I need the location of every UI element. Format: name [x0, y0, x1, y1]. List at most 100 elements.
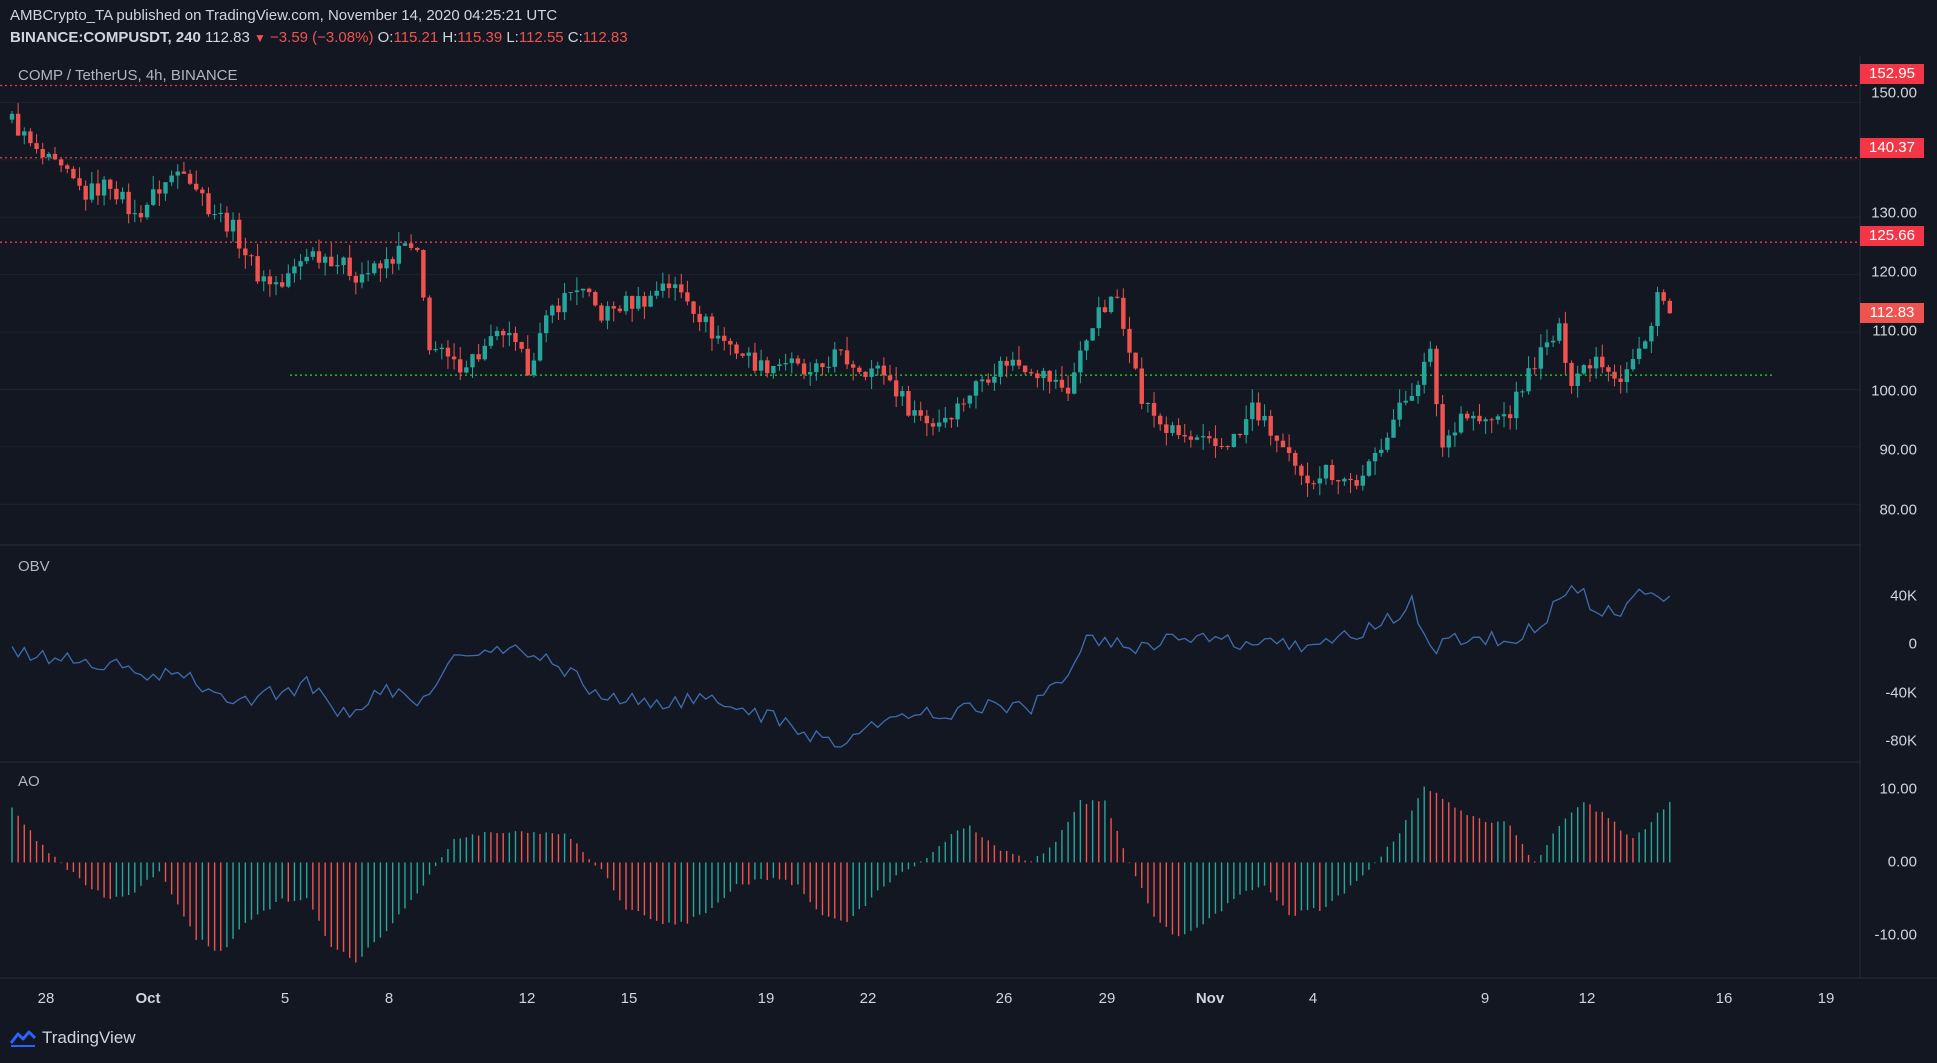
candle-body — [249, 255, 254, 257]
candle-body — [1145, 403, 1151, 405]
candle-body — [1458, 413, 1464, 433]
candle-body — [396, 245, 402, 264]
candle-body — [844, 350, 850, 365]
candle-body — [1311, 483, 1316, 485]
candle-body — [863, 371, 868, 377]
candle-body — [71, 168, 76, 179]
candle-body — [955, 403, 960, 420]
time-tick: 19 — [1817, 990, 1835, 1007]
candle-body — [1133, 352, 1138, 369]
obv-tick: -80K — [1885, 732, 1917, 750]
candle-body — [1464, 413, 1470, 419]
candle-body — [611, 306, 616, 309]
candle-body — [801, 363, 807, 375]
candle-body — [433, 348, 438, 351]
ao-tick: 0.00 — [1887, 853, 1917, 871]
candle-body — [1194, 437, 1200, 440]
candle-body — [28, 131, 33, 144]
candle-body — [243, 248, 248, 256]
candle-body — [427, 297, 432, 351]
candle-body — [593, 292, 598, 306]
candle-body — [814, 363, 819, 373]
candle-body — [1237, 433, 1243, 435]
candle-body — [1452, 432, 1458, 436]
candle-body — [46, 153, 52, 158]
publisher-line: AMBCrypto_TA published on TradingView.co… — [10, 7, 558, 24]
price-tick: 100.00 — [1871, 382, 1917, 400]
candle-body — [372, 263, 377, 274]
candle-body — [1108, 296, 1114, 313]
time-tick: 28 — [37, 990, 55, 1007]
candle-body — [52, 153, 58, 160]
last-price-tag[interactable]: 112.83 — [1860, 303, 1924, 323]
candle-body — [126, 191, 131, 215]
candle-body — [1219, 446, 1224, 448]
candle-body — [961, 403, 966, 405]
candle-body — [1489, 419, 1494, 421]
candle-body — [636, 296, 641, 309]
level-tag-125-66[interactable]: 125.66 — [1860, 226, 1924, 246]
candle-body — [943, 417, 948, 423]
candle-body — [1428, 348, 1433, 362]
candle-body — [200, 189, 205, 194]
candle-body — [979, 379, 985, 382]
price-tick: 130.00 — [1871, 204, 1917, 222]
level-tag-140-37[interactable]: 140.37 — [1860, 138, 1924, 158]
candle-body — [623, 295, 629, 312]
candle-body — [58, 159, 64, 166]
symbol-ohlc-line: BINANCE:COMPUSDT, 240 112.83 ▼ −3.59 (−3… — [10, 29, 628, 46]
candle-body — [685, 292, 690, 302]
low-label: L: — [506, 29, 519, 46]
candle-body — [1256, 402, 1261, 421]
time-tick: 12 — [1578, 990, 1596, 1007]
candle-body — [900, 391, 905, 397]
candle-body — [838, 349, 844, 351]
price-tick: 80.00 — [1879, 501, 1917, 519]
candle-body — [832, 349, 837, 367]
candle-body — [421, 249, 426, 298]
candle-body — [771, 365, 776, 374]
candle-body — [525, 348, 530, 376]
candle-body — [1495, 416, 1501, 420]
candle-body — [261, 276, 266, 282]
candle-body — [715, 335, 721, 339]
candle-body — [556, 305, 561, 313]
price-tick: 110.00 — [1872, 322, 1917, 340]
candle-body — [1649, 325, 1654, 342]
candle-body — [568, 292, 573, 294]
candle-body — [973, 381, 979, 396]
level-tag-152-95[interactable]: 152.95 — [1860, 64, 1924, 84]
candle-body — [65, 165, 70, 169]
candle-body — [1127, 328, 1132, 353]
candle-body — [175, 171, 180, 176]
candle-body — [746, 352, 751, 356]
ao-pane-label: AO — [18, 773, 40, 790]
candle-body — [83, 185, 88, 200]
candle-body — [163, 182, 168, 194]
candle-body — [470, 354, 475, 368]
candle-body — [101, 179, 107, 196]
tradingview-footer[interactable]: TradingView — [10, 1028, 136, 1048]
candle-body — [1262, 415, 1267, 421]
candle-body — [310, 251, 316, 257]
candle-body — [218, 212, 223, 215]
footer-brand: TradingView — [42, 1028, 136, 1047]
candle-body — [1538, 347, 1544, 369]
candle-body — [562, 293, 567, 313]
candle-body — [709, 316, 715, 339]
candle-body — [605, 306, 610, 321]
tradingview-logo-icon — [10, 1030, 36, 1047]
candle-body — [316, 251, 322, 263]
candle-body — [341, 257, 346, 266]
candle-body — [722, 335, 727, 341]
symbol-name[interactable]: BINANCE:COMPUSDT, 240 — [10, 29, 201, 46]
candle-body — [949, 417, 954, 420]
candle-body — [1035, 373, 1040, 379]
candle-body — [365, 273, 371, 275]
time-tick: 8 — [384, 990, 394, 1007]
candle-body — [1643, 341, 1648, 349]
candle-body — [501, 330, 506, 336]
candle-body — [574, 290, 580, 293]
candle-body — [1170, 425, 1175, 433]
